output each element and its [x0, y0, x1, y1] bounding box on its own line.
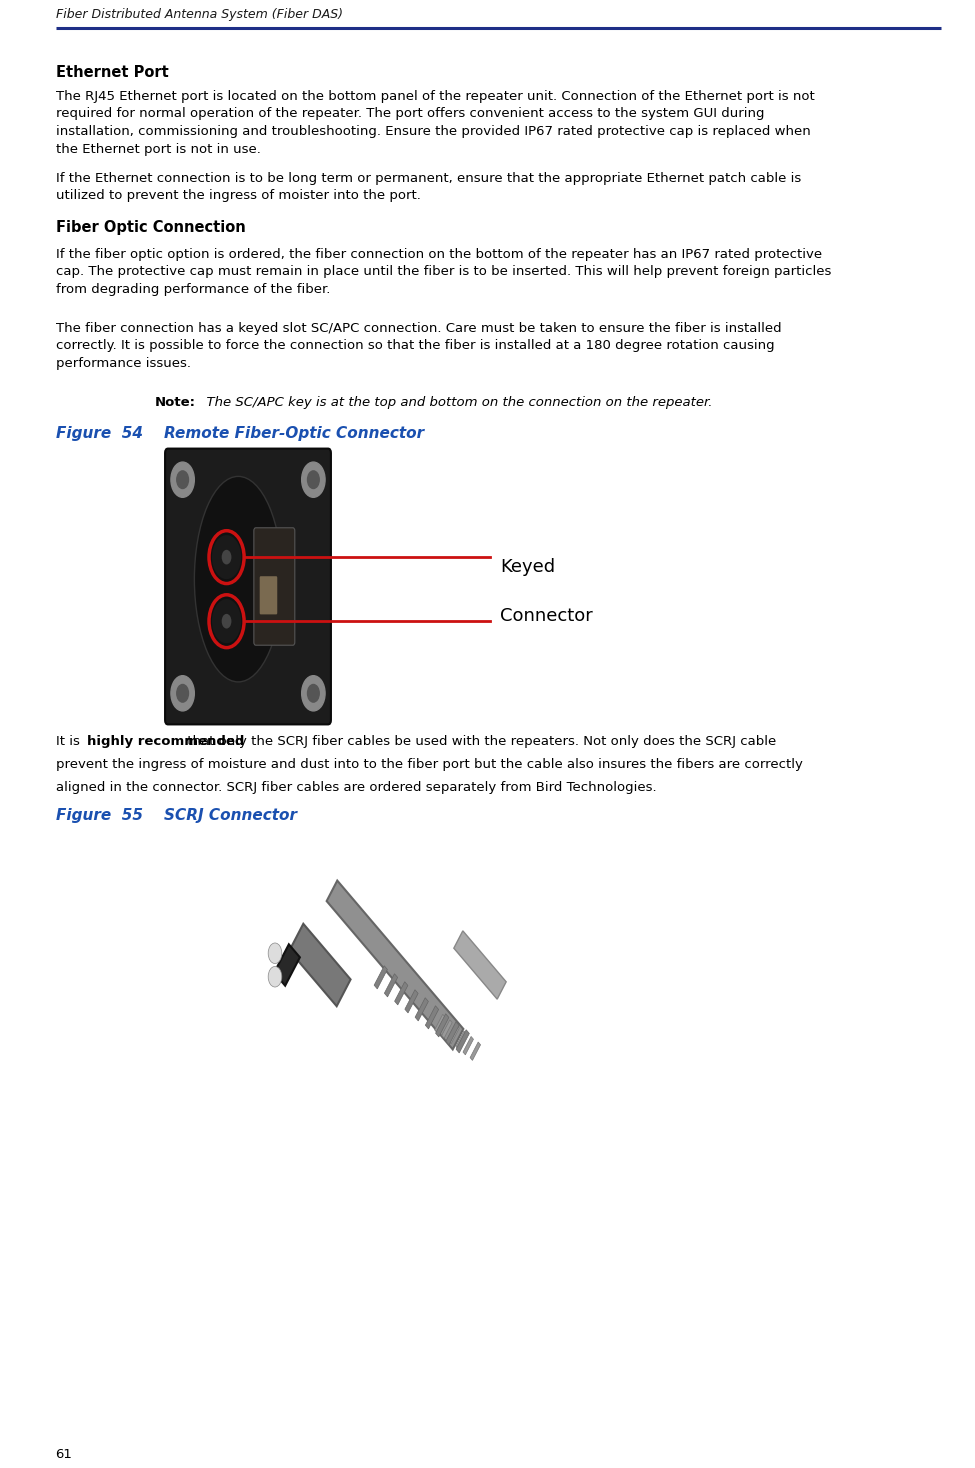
Text: It is: It is — [56, 735, 84, 749]
Polygon shape — [436, 1014, 448, 1036]
Polygon shape — [456, 1029, 469, 1053]
Circle shape — [176, 684, 188, 702]
Text: that only the SCRJ fiber cables be used with the repeaters. Not only does the SC: that only the SCRJ fiber cables be used … — [183, 735, 776, 749]
Circle shape — [176, 471, 188, 489]
Polygon shape — [453, 931, 506, 1000]
Text: The SC/APC key is at the top and bottom on the connection on the repeater.: The SC/APC key is at the top and bottom … — [198, 396, 713, 410]
Polygon shape — [374, 966, 387, 989]
Circle shape — [301, 675, 325, 711]
Polygon shape — [290, 923, 351, 1006]
Text: Figure  54    Remote Fiber-Optic Connector: Figure 54 Remote Fiber-Optic Connector — [56, 426, 424, 440]
FancyBboxPatch shape — [165, 449, 331, 724]
Polygon shape — [448, 1025, 459, 1044]
Circle shape — [171, 462, 194, 498]
FancyBboxPatch shape — [259, 577, 277, 615]
Circle shape — [171, 675, 194, 711]
Polygon shape — [425, 1006, 439, 1029]
Polygon shape — [395, 982, 408, 1006]
Text: Fiber Distributed Antenna System (Fiber DAS): Fiber Distributed Antenna System (Fiber … — [56, 7, 342, 21]
Text: aligned in the connector. SCRJ fiber cables are ordered separately from Bird Tec: aligned in the connector. SCRJ fiber cab… — [56, 781, 656, 794]
Text: Keyed: Keyed — [500, 558, 555, 575]
Text: The fiber connection has a keyed slot SC/APC connection. Care must be taken to e: The fiber connection has a keyed slot SC… — [56, 321, 781, 370]
Circle shape — [221, 550, 231, 565]
Polygon shape — [463, 1036, 474, 1055]
Polygon shape — [470, 1042, 481, 1060]
Polygon shape — [415, 998, 428, 1020]
Polygon shape — [405, 989, 418, 1013]
Polygon shape — [456, 1031, 466, 1050]
Circle shape — [212, 599, 241, 643]
Text: highly recommended: highly recommended — [88, 735, 245, 749]
Text: Figure  55    SCRJ Connector: Figure 55 SCRJ Connector — [56, 807, 296, 824]
Text: Ethernet Port: Ethernet Port — [56, 65, 169, 79]
Polygon shape — [274, 944, 300, 985]
Ellipse shape — [194, 477, 282, 683]
Text: Connector: Connector — [500, 606, 593, 624]
Circle shape — [212, 536, 241, 580]
Circle shape — [301, 462, 325, 498]
Polygon shape — [435, 1014, 446, 1032]
Polygon shape — [384, 973, 398, 997]
Polygon shape — [327, 881, 463, 1050]
Circle shape — [307, 684, 319, 702]
Circle shape — [221, 614, 231, 628]
Text: Fiber Optic Connection: Fiber Optic Connection — [56, 220, 246, 235]
Text: Note:: Note: — [155, 396, 196, 410]
Text: If the fiber optic option is ordered, the fiber connection on the bottom of the : If the fiber optic option is ordered, th… — [56, 248, 831, 297]
Circle shape — [268, 966, 282, 986]
Circle shape — [268, 942, 282, 963]
Circle shape — [307, 471, 319, 489]
Text: The RJ45 Ethernet port is located on the bottom panel of the repeater unit. Conn: The RJ45 Ethernet port is located on the… — [56, 90, 814, 156]
FancyBboxPatch shape — [254, 528, 294, 646]
Text: If the Ethernet connection is to be long term or permanent, ensure that the appr: If the Ethernet connection is to be long… — [56, 172, 800, 203]
Text: prevent the ingress of moisture and dust into to the fiber port but the cable al: prevent the ingress of moisture and dust… — [56, 759, 802, 771]
Text: 61: 61 — [56, 1447, 72, 1461]
Polygon shape — [446, 1022, 459, 1045]
Polygon shape — [442, 1020, 452, 1038]
